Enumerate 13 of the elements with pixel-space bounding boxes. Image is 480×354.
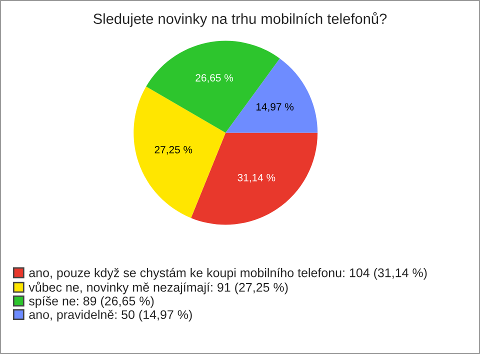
chart-title: Sledujete novinky na trhu mobilních telefonů? xyxy=(94,12,387,27)
pie-slice xyxy=(134,86,226,218)
legend-label: ano, pravidelně: 50 (14,97 %) xyxy=(29,310,192,322)
pie-slice xyxy=(146,40,280,133)
pie-slice xyxy=(191,132,318,225)
data-label: 14,97 % xyxy=(256,103,294,112)
legend-label: ano, pouze když se chystám ke koupi mobilního telefonu: 104 (31,14 %) xyxy=(29,268,427,280)
legend-label: vůbec ne, novinky mě nezajímají: 91 (27,25 %) xyxy=(28,282,288,294)
legend-label: spíše ne: 89 (26,65 %) xyxy=(29,296,154,308)
data-label: 27,25 % xyxy=(154,146,192,155)
data-label: 31,14 % xyxy=(238,174,276,183)
data-label: 26,65 % xyxy=(196,74,234,83)
pie-slice xyxy=(226,58,318,133)
